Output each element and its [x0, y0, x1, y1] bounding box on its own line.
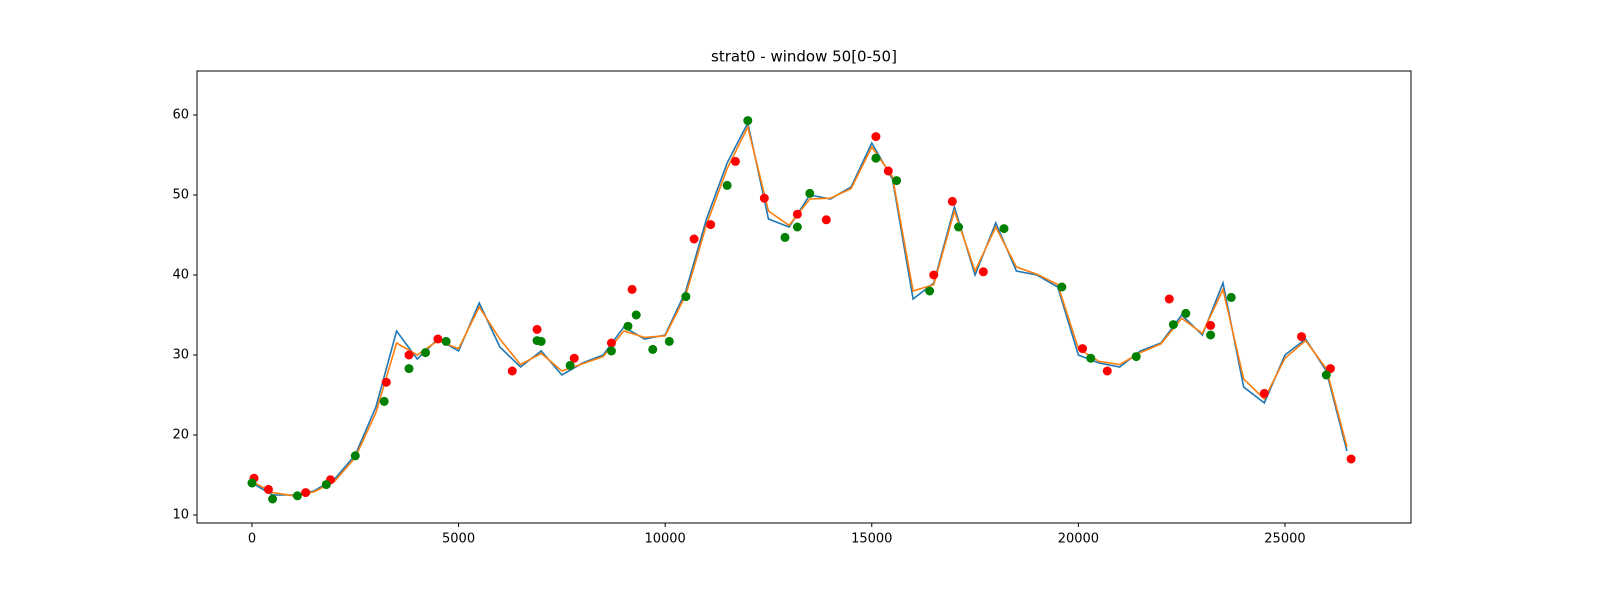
marker: [247, 478, 257, 488]
marker: [606, 346, 616, 356]
marker: [759, 193, 769, 203]
marker: [706, 220, 716, 230]
marker: [623, 321, 633, 331]
x-tick-label: 5000: [442, 532, 475, 547]
marker: [350, 451, 360, 461]
y-tick-label: 40: [172, 268, 189, 283]
marker: [929, 270, 939, 280]
marker: [689, 234, 699, 244]
marker: [999, 224, 1009, 234]
plot-frame: [196, 70, 1412, 524]
marker: [565, 360, 575, 370]
marker: [421, 348, 431, 358]
marker: [292, 491, 302, 501]
marker: [805, 188, 815, 198]
marker: [722, 180, 732, 190]
marker: [792, 209, 802, 219]
y-tick-label: 20: [172, 428, 189, 443]
marker: [883, 166, 893, 176]
y-tick-label: 50: [172, 188, 189, 203]
marker: [433, 334, 443, 344]
marker: [268, 494, 278, 504]
marker: [1206, 330, 1216, 340]
marker: [1131, 352, 1141, 362]
marker: [321, 480, 331, 490]
x-tick-label: 20000: [1058, 532, 1099, 547]
line-series: [251, 120, 1348, 496]
x-tick-label: 25000: [1264, 532, 1305, 547]
marker: [648, 344, 658, 354]
chart-title: strat0 - window 50[0-50]: [711, 48, 897, 66]
x-tick-label: 10000: [644, 532, 685, 547]
marker: [569, 353, 579, 363]
marker: [780, 232, 790, 242]
marker: [925, 286, 935, 296]
marker: [263, 484, 273, 494]
marker: [441, 336, 451, 346]
y-tick-label: 30: [172, 348, 189, 363]
marker: [404, 350, 414, 360]
marker: [792, 222, 802, 232]
marker: [664, 336, 674, 346]
marker: [1086, 353, 1096, 363]
marker: [404, 364, 414, 374]
marker: [1168, 320, 1178, 330]
marker: [507, 366, 517, 376]
marker: [1346, 454, 1356, 464]
marker: [631, 310, 641, 320]
x-tick-label: 15000: [851, 532, 892, 547]
marker: [1078, 344, 1088, 354]
marker: [1325, 364, 1335, 374]
marker: [1226, 292, 1236, 302]
marker: [606, 338, 616, 348]
marker: [821, 215, 831, 225]
marker: [1181, 308, 1191, 318]
marker: [892, 176, 902, 186]
marker: [536, 336, 546, 346]
marker: [627, 284, 637, 294]
marker: [681, 292, 691, 302]
y-tick-label: 10: [172, 508, 189, 523]
marker: [1057, 282, 1067, 292]
marker: [743, 116, 753, 126]
y-tick-label: 60: [172, 108, 189, 123]
marker: [978, 267, 988, 277]
marker: [532, 324, 542, 334]
marker: [1297, 332, 1307, 342]
marker: [871, 153, 881, 163]
marker: [381, 377, 391, 387]
marker: [1206, 320, 1216, 330]
marker: [1321, 370, 1331, 380]
marker: [871, 132, 881, 142]
marker: [1259, 388, 1269, 398]
marker: [1164, 294, 1174, 304]
marker: [947, 196, 957, 206]
marker: [730, 156, 740, 166]
marker: [1102, 366, 1112, 376]
x-tick-label: 0: [248, 532, 256, 547]
marker: [954, 222, 964, 232]
marker: [301, 488, 311, 498]
marker: [379, 396, 389, 406]
